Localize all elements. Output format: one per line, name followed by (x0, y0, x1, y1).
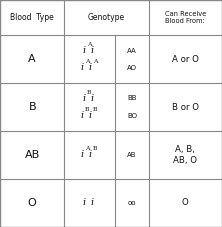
Text: A: A (93, 59, 97, 64)
Text: B or O: B or O (172, 103, 199, 111)
Text: Blood  Type: Blood Type (10, 13, 54, 22)
Text: i: i (89, 111, 92, 120)
Text: i: i (91, 46, 94, 55)
Text: i: i (89, 151, 92, 159)
Text: BO: BO (127, 113, 137, 119)
Text: A: A (85, 146, 89, 151)
Text: B: B (85, 107, 89, 112)
Text: A: A (28, 54, 36, 64)
Text: A: A (87, 42, 91, 47)
Text: i: i (80, 151, 83, 159)
Text: A: A (85, 59, 89, 64)
Text: AO: AO (127, 65, 137, 71)
Text: i: i (91, 94, 94, 103)
Text: AA: AA (127, 47, 137, 54)
Text: A, B,
AB, O: A, B, AB, O (173, 145, 197, 165)
Text: B: B (93, 107, 97, 112)
Text: i: i (89, 63, 92, 72)
Text: i: i (82, 46, 85, 55)
Text: Genotype: Genotype (88, 13, 125, 22)
Text: A or O: A or O (172, 55, 199, 64)
Text: O: O (28, 198, 37, 208)
Text: i: i (91, 198, 94, 207)
Text: oo: oo (128, 200, 136, 206)
Text: B: B (87, 90, 91, 95)
Text: i: i (80, 111, 83, 120)
Text: B: B (93, 146, 97, 151)
Text: O: O (182, 198, 189, 207)
Text: BB: BB (127, 95, 137, 101)
Text: AB: AB (25, 150, 40, 160)
Text: Can Receive
Blood From:: Can Receive Blood From: (165, 11, 206, 24)
Text: i: i (82, 198, 85, 207)
Text: i: i (82, 94, 85, 103)
Text: AB: AB (127, 152, 137, 158)
Text: B: B (28, 102, 36, 112)
Text: i: i (80, 63, 83, 72)
